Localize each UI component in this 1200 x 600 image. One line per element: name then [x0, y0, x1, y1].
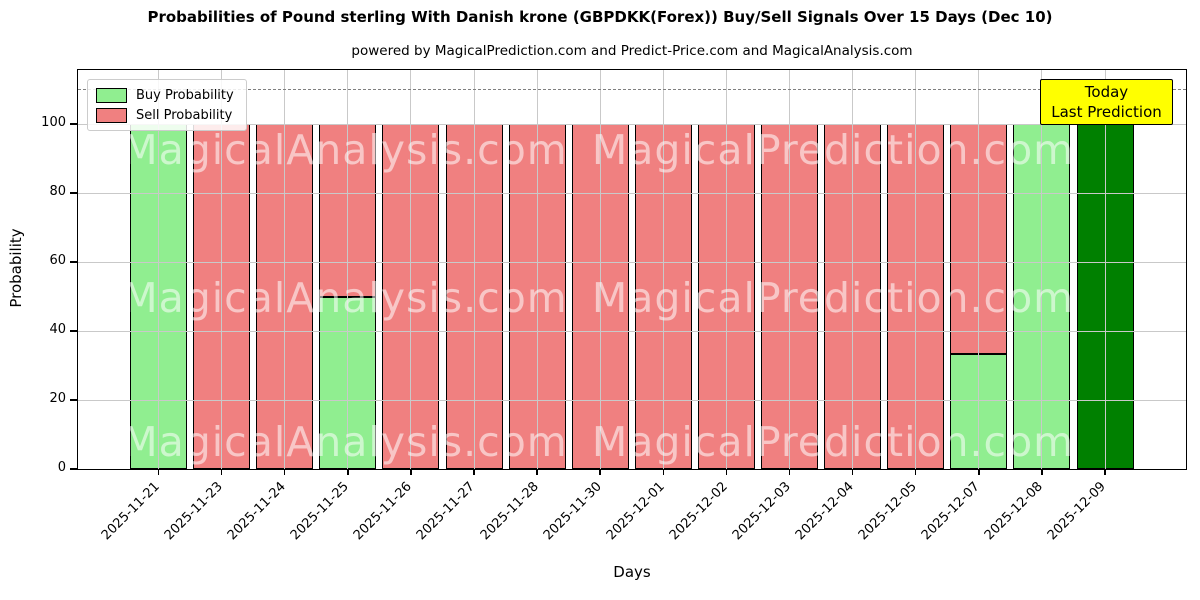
x-tick-mark — [283, 469, 286, 475]
x-tick-label-text: 2025-12-04 — [792, 479, 857, 544]
x-gridline — [852, 70, 854, 469]
y-tick-label: 0 — [57, 460, 66, 475]
x-gridline — [599, 70, 601, 469]
x-tick-mark — [851, 469, 854, 475]
x-gridline — [410, 70, 412, 469]
legend-label: Buy Probability — [136, 87, 234, 103]
x-tick-mark — [410, 469, 412, 475]
x-tick-mark — [978, 469, 980, 475]
x-tick-label-text: 2025-12-08 — [982, 479, 1047, 544]
legend-swatch — [96, 107, 127, 123]
watermark-text: MagicalAnalysis.com — [122, 274, 568, 322]
annotation-line-2: Last Prediction — [1051, 103, 1162, 121]
watermark-text: MagicalAnalysis.com — [122, 418, 568, 466]
x-tick-label-text: 2025-11-25 — [288, 479, 353, 544]
x-tick-mark — [662, 469, 665, 475]
x-tick-label-text: 2025-11-27 — [414, 479, 479, 544]
chart-title: Probabilities of Pound sterling With Dan… — [147, 8, 1053, 26]
x-tick-mark — [788, 469, 791, 475]
x-gridline — [978, 70, 980, 469]
annotation-line-1: Today — [1084, 83, 1129, 101]
x-tick-mark — [1041, 469, 1043, 475]
watermark-text: MagicalPrediction.com — [591, 418, 1075, 466]
x-tick-label-text: 2025-12-03 — [729, 479, 794, 544]
x-gridline — [347, 70, 349, 469]
y-tick-mark — [70, 123, 77, 125]
x-tick-mark — [473, 469, 475, 475]
today-annotation: Today Last Prediction — [1040, 79, 1173, 125]
x-tick-mark — [599, 469, 601, 475]
y-gridline — [78, 123, 1186, 125]
legend-swatch — [96, 87, 127, 103]
legend-item: Sell Probability — [96, 105, 234, 125]
y-tick-label: 100 — [41, 115, 66, 130]
y-gridline — [78, 330, 1186, 332]
y-tick-label: 20 — [49, 391, 66, 406]
x-gridline — [284, 70, 286, 469]
legend-label: Sell Probability — [136, 107, 233, 123]
y-gridline — [78, 261, 1186, 263]
x-tick-label-text: 2025-12-09 — [1045, 479, 1110, 544]
x-tick-mark — [220, 469, 223, 475]
y-gridline — [78, 192, 1186, 194]
y-tick-mark — [70, 468, 77, 470]
legend-item: Buy Probability — [96, 85, 234, 105]
y-axis-label: Probability — [7, 228, 25, 308]
x-tick-label-text: 2025-11-23 — [161, 479, 226, 544]
watermark-text: MagicalPrediction.com — [591, 126, 1075, 174]
x-tick-label-text: 2025-11-21 — [98, 479, 163, 544]
plot-area: Buy Probability Sell Probability Today La… — [76, 68, 1187, 470]
y-tick-label: 40 — [49, 322, 66, 337]
dashed-threshold-line — [78, 88, 1186, 90]
y-tick-label: 80 — [49, 184, 66, 199]
x-gridline — [662, 70, 664, 469]
x-tick-mark — [347, 469, 349, 475]
x-tick-label-text: 2025-11-24 — [224, 479, 289, 544]
y-gridline — [78, 468, 1186, 470]
y-tick-mark — [70, 261, 77, 263]
x-tick-mark — [914, 469, 917, 475]
x-gridline — [221, 70, 223, 469]
chart-subtitle: powered by MagicalPrediction.com and Pre… — [351, 43, 913, 59]
x-gridline — [1041, 70, 1043, 469]
x-tick-label-text: 2025-11-26 — [351, 479, 416, 544]
x-tick-mark — [157, 469, 160, 475]
x-gridline — [473, 70, 475, 469]
x-tick-mark — [725, 469, 728, 475]
x-gridline — [536, 70, 538, 469]
y-tick-mark — [70, 330, 77, 332]
watermark-text: MagicalPrediction.com — [591, 274, 1075, 322]
y-tick-label: 60 — [49, 253, 66, 268]
legend: Buy Probability Sell Probability — [87, 79, 247, 131]
x-gridline — [158, 70, 159, 469]
x-gridline — [789, 70, 790, 469]
x-tick-mark — [536, 469, 538, 475]
x-tick-mark — [1104, 469, 1106, 475]
x-tick-label-text: 2025-12-05 — [855, 479, 920, 544]
x-axis-label: Days — [613, 563, 651, 581]
x-tick-label-text: 2025-12-07 — [919, 479, 984, 544]
y-tick-mark — [70, 192, 77, 194]
y-tick-mark — [70, 399, 77, 401]
x-tick-label-text: 2025-11-30 — [540, 479, 605, 544]
x-gridline — [915, 70, 917, 469]
y-gridline — [78, 399, 1186, 401]
x-gridline — [725, 70, 727, 469]
x-tick-label-text: 2025-12-01 — [603, 479, 668, 544]
x-tick-label-text: 2025-12-02 — [666, 479, 731, 544]
watermark-text: MagicalAnalysis.com — [122, 126, 568, 174]
x-gridline — [1104, 70, 1106, 469]
x-tick-label-text: 2025-11-28 — [477, 479, 542, 544]
